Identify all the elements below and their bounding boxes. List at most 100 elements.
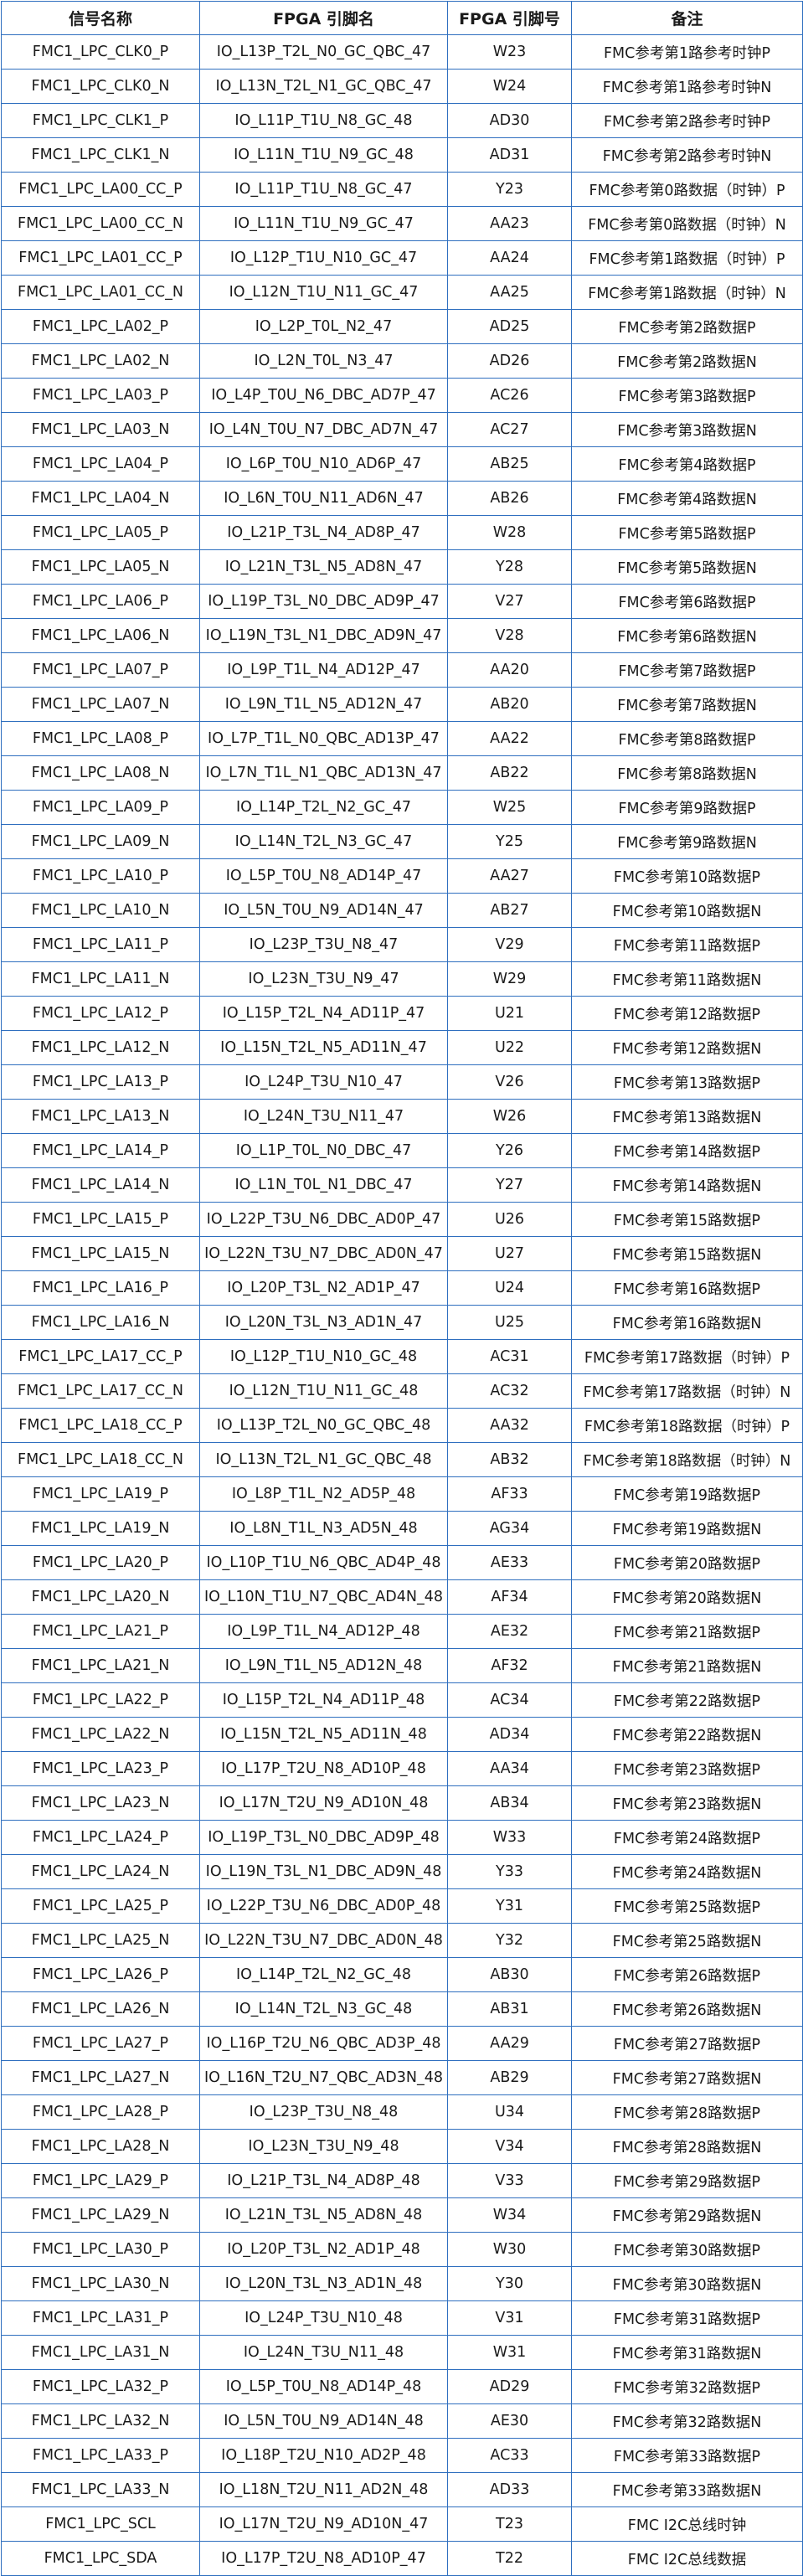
note-cell: FMC参考第0路数据（时钟）P bbox=[571, 172, 803, 207]
table-row: FMC1_LPC_LA09_N IO_L14N_T2L_N3_GC_47 Y25 FM… bbox=[1, 824, 803, 859]
table-row: FMC1_LPC_LA13_N IO_L24N_T3U_N11_47 W26 FMC参… bbox=[1, 1099, 803, 1134]
note-cell: FMC参考第1路参考时钟P bbox=[571, 34, 803, 70]
fpga-pin-number-cell: T23 bbox=[447, 2506, 572, 2542]
table-row: FMC1_LPC_LA26_P IO_L14P_T2L_N2_GC_48 AB30 F… bbox=[1, 1957, 803, 1992]
note-cell: FMC参考第11路数据P bbox=[571, 927, 803, 962]
fpga-pin-number-cell: Y31 bbox=[447, 1888, 572, 1924]
note-cell: FMC参考第8路数据N bbox=[571, 755, 803, 791]
fpga-pin-name-cell: IO_L9N_T1L_N5_AD12N_48 bbox=[199, 1648, 448, 1683]
fpga-pin-number-cell: AB29 bbox=[447, 2060, 572, 2095]
fpga-pin-name-cell: IO_L7N_T1L_N1_QBC_AD13N_47 bbox=[199, 755, 448, 791]
fpga-pin-name-cell: IO_L24N_T3U_N11_47 bbox=[199, 1099, 448, 1134]
fpga-pin-name-cell: IO_L11N_T1U_N9_GC_47 bbox=[199, 206, 448, 241]
note-cell: FMC参考第1路数据（时钟）N bbox=[571, 275, 803, 310]
fpga-pin-name-cell: IO_L8N_T1L_N3_AD5N_48 bbox=[199, 1511, 448, 1546]
signal-name-cell: FMC1_LPC_LA02_N bbox=[1, 343, 200, 379]
fpga-pin-number-cell: U25 bbox=[447, 1305, 572, 1340]
note-cell: FMC参考第25路数据P bbox=[571, 1888, 803, 1924]
signal-name-cell: FMC1_LPC_LA10_N bbox=[1, 893, 200, 928]
signal-name-cell: FMC1_LPC_LA26_N bbox=[1, 1991, 200, 2027]
note-cell: FMC参考第18路数据（时钟）N bbox=[571, 1442, 803, 1477]
fpga-pin-number-cell: W28 bbox=[447, 515, 572, 550]
signal-name-cell: FMC1_LPC_LA29_P bbox=[1, 2163, 200, 2198]
table-row: FMC1_LPC_LA05_P IO_L21P_T3L_N4_AD8P_47 W28… bbox=[1, 515, 803, 550]
fpga-pin-name-cell: IO_L21P_T3L_N4_AD8P_47 bbox=[199, 515, 448, 550]
signal-name-cell: FMC1_LPC_CLK1_P bbox=[1, 103, 200, 138]
fpga-pin-number-cell: V34 bbox=[447, 2129, 572, 2164]
fpga-pin-number-cell: AB25 bbox=[447, 446, 572, 482]
signal-name-cell: FMC1_LPC_LA28_P bbox=[1, 2094, 200, 2130]
table-row: FMC1_LPC_SDA IO_L17P_T2U_N8_AD10P_47 T22 FM… bbox=[1, 2541, 803, 2576]
note-cell: FMC参考第6路数据P bbox=[571, 584, 803, 619]
signal-name-cell: FMC1_LPC_LA10_P bbox=[1, 858, 200, 894]
note-cell: FMC参考第23路数据N bbox=[571, 1785, 803, 1821]
table-row: FMC1_LPC_LA14_N IO_L1N_T0L_N1_DBC_47 Y27 FM… bbox=[1, 1167, 803, 1203]
fpga-pin-name-cell: IO_L20P_T3L_N2_AD1P_48 bbox=[199, 2232, 448, 2267]
signal-name-cell: FMC1_LPC_LA22_N bbox=[1, 1717, 200, 1752]
note-cell: FMC参考第27路数据N bbox=[571, 2060, 803, 2095]
note-cell: FMC参考第0路数据（时钟）N bbox=[571, 206, 803, 241]
note-cell: FMC参考第3路数据P bbox=[571, 378, 803, 413]
fpga-pin-name-cell: IO_L24N_T3U_N11_48 bbox=[199, 2335, 448, 2370]
signal-name-cell: FMC1_LPC_LA07_P bbox=[1, 652, 200, 688]
note-cell: FMC参考第31路数据N bbox=[571, 2335, 803, 2370]
table-row: FMC1_LPC_LA16_P IO_L20P_T3L_N2_AD1P_47 U24… bbox=[1, 1270, 803, 1306]
table-row: FMC1_LPC_LA19_N IO_L8N_T1L_N3_AD5N_48 AG34… bbox=[1, 1511, 803, 1546]
fpga-pin-number-cell: AE30 bbox=[447, 2403, 572, 2439]
note-cell: FMC参考第19路数据P bbox=[571, 1476, 803, 1512]
signal-name-cell: FMC1_LPC_CLK0_N bbox=[1, 69, 200, 104]
fpga-pin-name-cell: IO_L11N_T1U_N9_GC_48 bbox=[199, 137, 448, 173]
table-row: FMC1_LPC_LA10_P IO_L5P_T0U_N8_AD14P_47 AA2… bbox=[1, 858, 803, 894]
table-row: FMC1_LPC_LA19_P IO_L8P_T1L_N2_AD5P_48 AF33… bbox=[1, 1476, 803, 1512]
note-cell: FMC参考第13路数据P bbox=[571, 1064, 803, 1100]
fpga-pin-name-cell: IO_L1N_T0L_N1_DBC_47 bbox=[199, 1167, 448, 1203]
signal-name-cell: FMC1_LPC_LA04_P bbox=[1, 446, 200, 482]
note-cell: FMC参考第13路数据N bbox=[571, 1099, 803, 1134]
fpga-pin-number-cell: V26 bbox=[447, 1064, 572, 1100]
fpga-pin-number-cell: AG34 bbox=[447, 1511, 572, 1546]
fpga-pin-name-cell: IO_L23P_T3U_N8_47 bbox=[199, 927, 448, 962]
fpga-pin-number-cell: Y33 bbox=[447, 1854, 572, 1889]
table-row: FMC1_LPC_LA33_P IO_L18P_T2U_N10_AD2P_48 AC… bbox=[1, 2438, 803, 2473]
header-fpga-pin-number: FPGA 引脚号 bbox=[447, 1, 572, 35]
fpga-pin-name-cell: IO_L24P_T3U_N10_47 bbox=[199, 1064, 448, 1100]
table-row: FMC1_LPC_LA05_N IO_L21N_T3L_N5_AD8N_47 Y28… bbox=[1, 549, 803, 585]
table-row: FMC1_LPC_LA17_CC_P IO_L12P_T1U_N10_GC_48 A… bbox=[1, 1339, 803, 1374]
signal-name-cell: FMC1_LPC_LA20_N bbox=[1, 1579, 200, 1615]
signal-name-cell: FMC1_LPC_CLK1_N bbox=[1, 137, 200, 173]
fpga-pin-number-cell: AF34 bbox=[447, 1579, 572, 1615]
note-cell: FMC参考第5路数据N bbox=[571, 549, 803, 585]
fpga-pin-name-cell: IO_L17N_T2U_N9_AD10N_48 bbox=[199, 1785, 448, 1821]
note-cell: FMC参考第12路数据P bbox=[571, 996, 803, 1031]
table-row: FMC1_LPC_LA28_N IO_L23N_T3U_N9_48 V34 FMC参考… bbox=[1, 2129, 803, 2164]
note-cell: FMC参考第18路数据（时钟）P bbox=[571, 1408, 803, 1443]
table-header: 信号名称 FPGA 引脚名 FPGA 引脚号 备注 bbox=[1, 1, 803, 35]
fpga-pin-number-cell: AC27 bbox=[447, 412, 572, 447]
note-cell: FMC参考第32路数据P bbox=[571, 2369, 803, 2404]
fpga-pin-name-cell: IO_L20N_T3L_N3_AD1N_48 bbox=[199, 2266, 448, 2301]
note-cell: FMC参考第26路数据N bbox=[571, 1991, 803, 2027]
signal-name-cell: FMC1_LPC_LA20_P bbox=[1, 1545, 200, 1580]
table-row: FMC1_LPC_LA23_N IO_L17N_T2U_N9_AD10N_48 AB… bbox=[1, 1785, 803, 1821]
fpga-pin-number-cell: Y26 bbox=[447, 1133, 572, 1168]
fpga-pin-number-cell: V28 bbox=[447, 618, 572, 653]
fpga-pin-name-cell: IO_L23N_T3U_N9_47 bbox=[199, 961, 448, 997]
note-cell: FMC参考第17路数据（时钟）N bbox=[571, 1373, 803, 1409]
signal-name-cell: FMC1_LPC_LA16_N bbox=[1, 1305, 200, 1340]
fpga-pin-name-cell: IO_L22N_T3U_N7_DBC_AD0N_48 bbox=[199, 1923, 448, 1958]
signal-name-cell: FMC1_LPC_LA15_P bbox=[1, 1202, 200, 1237]
table-row: FMC1_LPC_LA17_CC_N IO_L12N_T1U_N11_GC_48 A… bbox=[1, 1373, 803, 1409]
signal-name-cell: FMC1_LPC_LA27_P bbox=[1, 2026, 200, 2061]
signal-name-cell: FMC1_LPC_LA04_N bbox=[1, 481, 200, 516]
fpga-pin-name-cell: IO_L19N_T3L_N1_DBC_AD9N_47 bbox=[199, 618, 448, 653]
fpga-pin-name-cell: IO_L17P_T2U_N8_AD10P_47 bbox=[199, 2541, 448, 2576]
fpga-pin-number-cell: AC31 bbox=[447, 1339, 572, 1374]
fpga-pin-name-cell: IO_L2N_T0L_N3_47 bbox=[199, 343, 448, 379]
fpga-pin-name-cell: IO_L21N_T3L_N5_AD8N_48 bbox=[199, 2197, 448, 2233]
note-cell: FMC参考第32路数据N bbox=[571, 2403, 803, 2439]
signal-name-cell: FMC1_LPC_LA11_N bbox=[1, 961, 200, 997]
fpga-pin-name-cell: IO_L9N_T1L_N5_AD12N_47 bbox=[199, 687, 448, 722]
fpga-pin-number-cell: AE32 bbox=[447, 1614, 572, 1649]
fpga-pin-number-cell: W30 bbox=[447, 2232, 572, 2267]
signal-name-cell: FMC1_LPC_LA12_P bbox=[1, 996, 200, 1031]
